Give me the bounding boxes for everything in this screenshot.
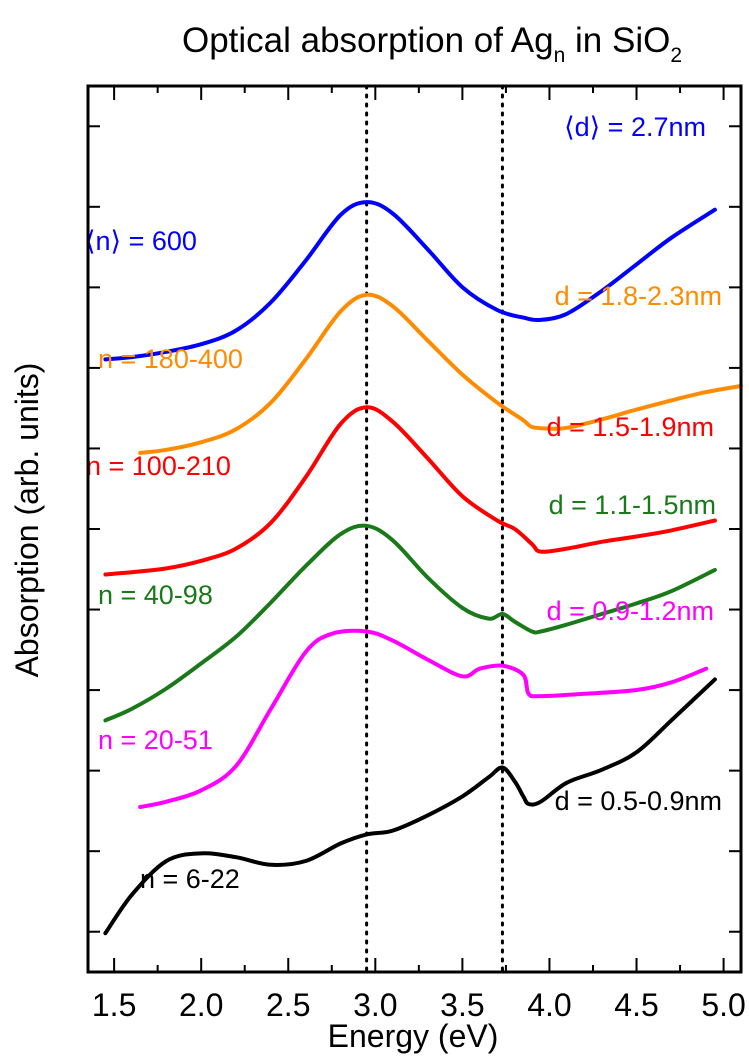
series-name-label-0: ⟨n⟩ = 600 xyxy=(85,226,197,256)
x-axis-label: Energy (eV) xyxy=(328,1018,499,1054)
x-tick-label-6: 4.5 xyxy=(614,987,658,1023)
x-tick-label-3: 3.0 xyxy=(353,987,397,1023)
series-line-0 xyxy=(103,200,717,362)
series-line-4 xyxy=(138,628,709,809)
series-labels: ⟨n⟩ = 600 ⟨d⟩ = 2.7nm n = 180-400 d = 1.8-2… xyxy=(85,112,722,894)
x-tick-label-7: 5.0 xyxy=(701,987,745,1023)
reference-lines xyxy=(365,84,504,974)
series-size-label-2: d = 1.5-1.9nm xyxy=(547,412,714,442)
series-size-label-4: d = 0.9-1.2nm xyxy=(547,596,714,626)
series-name-label-2: n = 100-210 xyxy=(86,451,231,481)
series-line-3 xyxy=(103,523,717,723)
series-size-label-1: d = 1.8-2.3nm xyxy=(555,281,722,311)
series-line-2 xyxy=(103,405,717,577)
series-size-label-5: d = 0.5-0.9nm xyxy=(555,786,722,816)
series-name-label-5: n = 6-22 xyxy=(140,864,240,894)
chart-title-sub2: 2 xyxy=(670,44,682,67)
chart-title-prefix: Optical absorption of Ag xyxy=(182,21,554,60)
series-size-label-0: ⟨d⟩ = 2.7nm xyxy=(564,112,706,142)
series-layer xyxy=(103,200,743,936)
x-tick-label-5: 4.0 xyxy=(527,987,571,1023)
chart-title: Optical absorption of Agn in SiO2 xyxy=(182,21,682,67)
series-line-5 xyxy=(103,677,717,936)
series-line-1 xyxy=(138,292,743,455)
x-tick-label-2: 2.5 xyxy=(266,987,310,1023)
plot-frame xyxy=(86,84,743,974)
series-name-label-1: n = 180-400 xyxy=(98,344,243,374)
x-tick-label-4: 3.5 xyxy=(440,987,484,1023)
series-name-label-3: n = 40-98 xyxy=(98,580,213,610)
chart-title-sub1: n xyxy=(554,44,566,67)
series-name-label-4: n = 20-51 xyxy=(98,725,213,755)
chart-title-middle: in SiO xyxy=(565,21,670,60)
axes: 1.5 2.0 2.5 3.0 3.5 4.0 4.5 5.0 xyxy=(86,84,746,1023)
x-tick-label-0: 1.5 xyxy=(92,987,136,1023)
series-size-label-3: d = 1.1-1.5nm xyxy=(549,490,716,520)
x-tick-label-1: 2.0 xyxy=(179,987,223,1023)
y-axis-label: Absorption (arb. units) xyxy=(9,363,45,678)
